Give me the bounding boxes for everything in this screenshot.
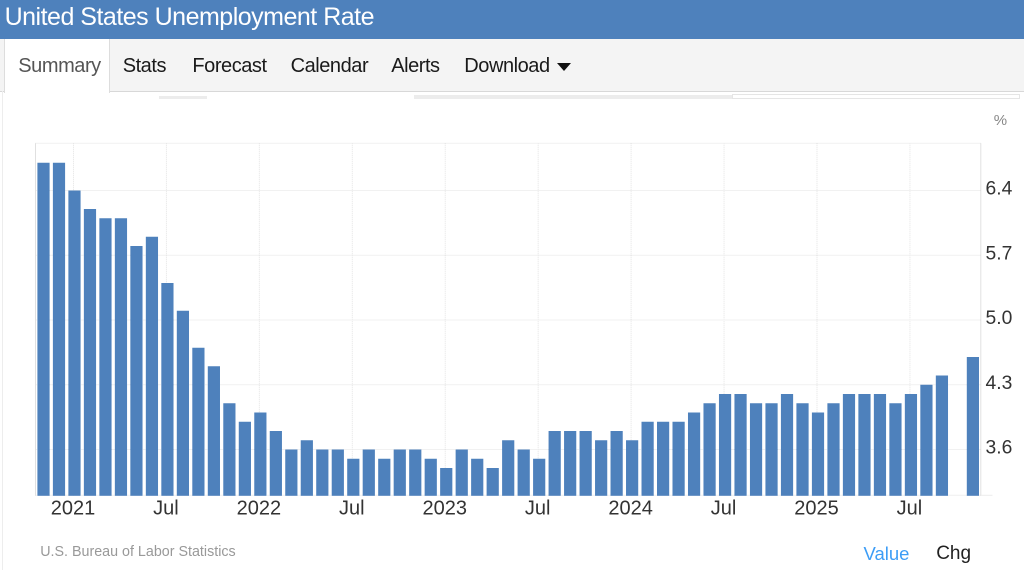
svg-text:2023: 2023 [422, 498, 467, 520]
svg-text:2024: 2024 [608, 498, 653, 520]
svg-text:Jul: Jul [153, 498, 179, 520]
svg-text:5.7: 5.7 [986, 243, 1013, 264]
svg-text:2021: 2021 [51, 498, 96, 520]
svg-text:Jul: Jul [711, 498, 737, 520]
svg-text:Jul: Jul [339, 498, 365, 520]
svg-text:6.4: 6.4 [986, 179, 1013, 200]
svg-text:%: % [994, 112, 1007, 129]
svg-text:3.6: 3.6 [986, 438, 1013, 459]
svg-text:4.3: 4.3 [986, 373, 1013, 394]
svg-text:5.0: 5.0 [986, 308, 1013, 329]
svg-text:2022: 2022 [237, 498, 282, 520]
svg-text:2025: 2025 [794, 498, 839, 520]
svg-text:Jul: Jul [897, 498, 923, 520]
svg-text:Jul: Jul [525, 498, 551, 520]
